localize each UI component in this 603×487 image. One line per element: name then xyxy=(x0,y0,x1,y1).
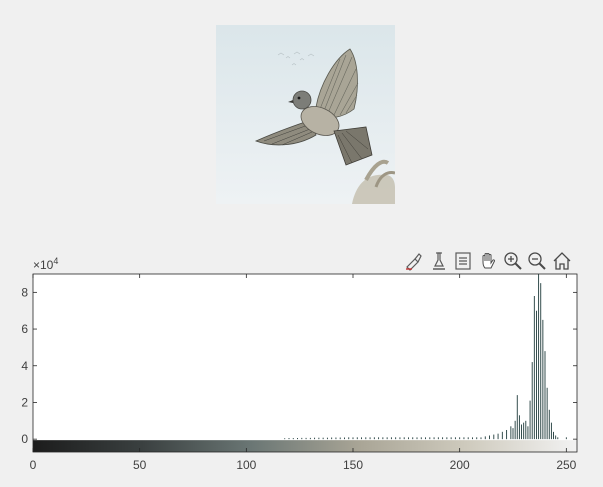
x-tick-label: 0 xyxy=(30,458,37,472)
x-tick-label: 150 xyxy=(343,458,363,472)
x-tick-label: 100 xyxy=(236,458,256,472)
insert-colorbar-button[interactable] xyxy=(451,249,476,273)
pan-button[interactable] xyxy=(476,249,501,273)
zoom-out-icon xyxy=(528,252,546,270)
x-tick-label: 250 xyxy=(556,458,576,472)
plot-area xyxy=(33,274,577,452)
y-tick-label: 4 xyxy=(21,359,28,373)
y-axis: 0 2 4 6 8 xyxy=(21,285,577,446)
x-tick-label: 200 xyxy=(450,458,470,472)
zoom-in-icon xyxy=(504,252,522,270)
colorbar xyxy=(33,440,577,452)
y-tick-label: 0 xyxy=(21,432,28,446)
figure-toolbar xyxy=(402,249,574,273)
axes-frame xyxy=(32,273,578,453)
restore-view-home-icon xyxy=(553,252,571,270)
data-cursor-button[interactable] xyxy=(427,249,452,273)
y-tick-label: 8 xyxy=(21,285,28,299)
y-tick-label: 6 xyxy=(21,322,28,336)
y-tick-label: 2 xyxy=(21,395,28,409)
y-axis-exponent: ×104 xyxy=(33,256,59,272)
brush-data-button[interactable] xyxy=(402,249,427,273)
x-axis: 0 50 100 150 200 250 xyxy=(30,274,577,472)
insert-colorbar-icon xyxy=(455,252,472,270)
pan-hand-icon xyxy=(482,253,496,269)
bird-photo xyxy=(216,25,395,204)
brush-data-icon xyxy=(406,253,423,271)
histogram-bars xyxy=(284,274,567,440)
zoom-out-button[interactable] xyxy=(525,249,550,273)
restore-view-button[interactable] xyxy=(550,249,575,273)
zoom-in-button[interactable] xyxy=(500,249,525,273)
data-cursor-icon xyxy=(432,252,445,270)
x-tick-label: 50 xyxy=(133,458,147,472)
